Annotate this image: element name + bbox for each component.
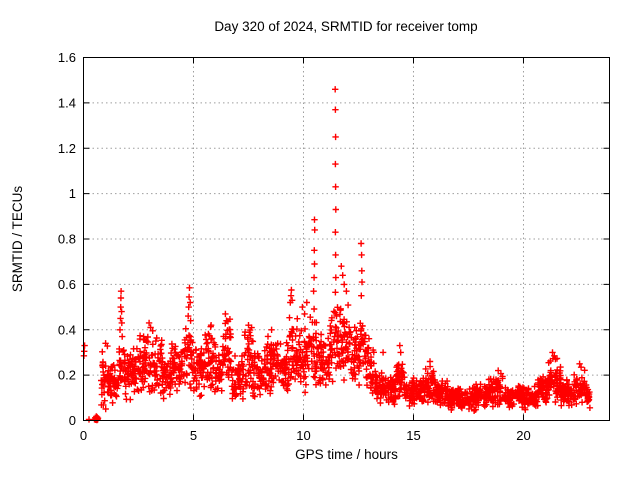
plot-border <box>83 57 610 421</box>
y-tick-label: 1.6 <box>58 50 76 65</box>
scatter-points-path <box>80 86 594 424</box>
x-axis-label: GPS time / hours <box>295 447 398 462</box>
y-tick-label: 0.4 <box>58 322 76 337</box>
x-tick-label: 0 <box>80 428 87 443</box>
chart-title: Day 320 of 2024, SRMTID for receiver tom… <box>214 19 477 34</box>
y-tick-label: 1 <box>69 186 76 201</box>
x-tick-label: 15 <box>406 428 420 443</box>
x-tick-label: 5 <box>190 428 197 443</box>
y-tick-label: 0.2 <box>58 368 76 383</box>
x-tick-label: 10 <box>296 428 310 443</box>
x-tick-label: 20 <box>516 428 530 443</box>
tick-labels: 0 5 10 15 20 0 0.2 0.4 0.6 0.8 1 1.2 1.4 1.6 <box>58 50 531 443</box>
y-axis-label: SRMTID / TECUs <box>10 186 25 293</box>
y-tick-label: 1.4 <box>58 95 76 110</box>
y-tick-label: 1.2 <box>58 141 76 156</box>
y-tick-label: 0 <box>69 413 76 428</box>
data-points <box>80 86 594 424</box>
y-tick-label: 0.8 <box>58 232 76 247</box>
y-tick-label: 0.6 <box>58 277 76 292</box>
